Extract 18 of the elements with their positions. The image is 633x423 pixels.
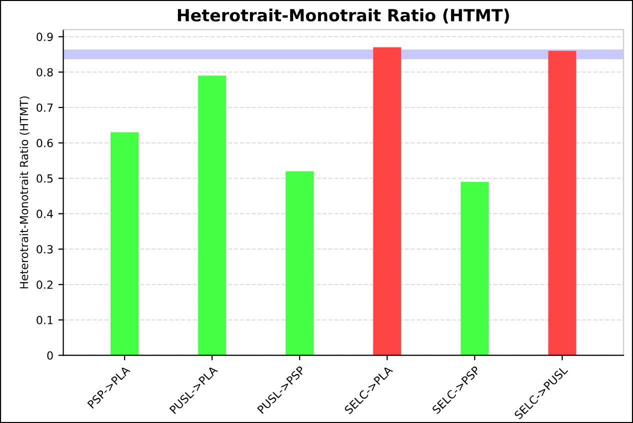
y-tick-label: 0.8 xyxy=(36,68,53,76)
bar xyxy=(286,171,314,356)
y-tick-label: 0.7 xyxy=(36,103,53,112)
bar xyxy=(548,50,576,356)
y-tick-label: 0.4 xyxy=(36,210,53,218)
y-tick-label: 0 xyxy=(47,351,53,360)
y-axis-title: Heterotrait-Monotrait Ratio (HTMT) xyxy=(20,96,30,288)
y-tick-label: 0.2 xyxy=(36,280,52,289)
bar xyxy=(460,182,489,356)
y-tick-label: 0.1 xyxy=(36,316,53,324)
bar xyxy=(373,47,402,356)
y-tick-label: 0.5 xyxy=(36,174,53,183)
bar xyxy=(198,76,226,356)
y-tick-label: 0.6 xyxy=(36,138,53,148)
chart-title: Heterotrait-Monotrait Ratio (HTMT) xyxy=(178,8,509,24)
bar xyxy=(110,132,139,356)
y-tick-label: 0.3 xyxy=(36,245,53,254)
y-tick-label: 0.9 xyxy=(36,32,53,42)
